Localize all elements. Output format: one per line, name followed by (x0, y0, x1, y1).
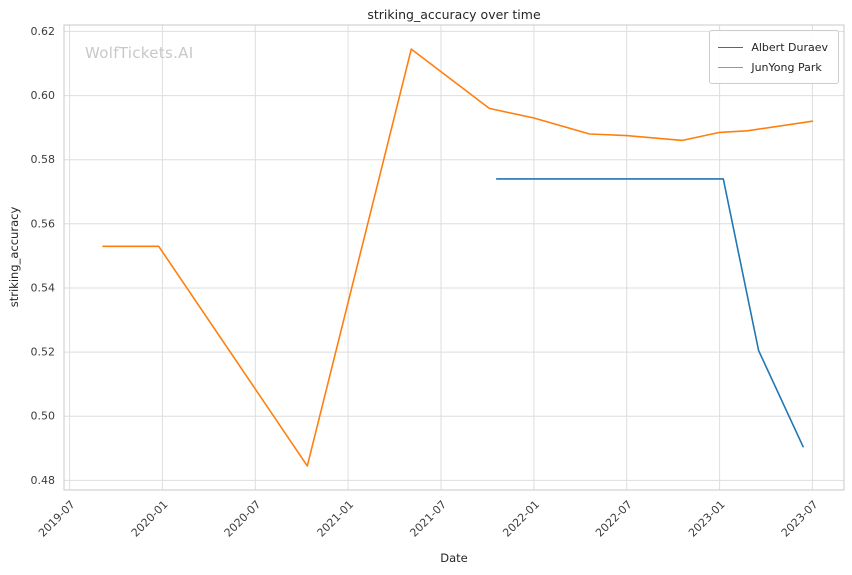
x-tick-label: 2021-07 (407, 498, 449, 540)
legend-label-junyong-park: JunYong Park (751, 60, 822, 74)
legend-line-swatch-blue (718, 46, 744, 48)
y-tick-label: 0.54 (31, 282, 56, 295)
x-axis-label: Date (440, 551, 468, 565)
x-tick-label: 2023-07 (779, 498, 821, 540)
legend-line-swatch-orange (718, 66, 744, 68)
series-line-1 (102, 48, 814, 467)
y-axis-label: striking_accuracy (7, 206, 21, 308)
y-tick-label: 0.56 (31, 217, 56, 230)
y-tick-label: 0.60 (31, 89, 56, 102)
y-tick-label: 0.62 (31, 25, 56, 38)
x-tick-label: 2020-01 (129, 498, 171, 540)
x-tick-label: 2022-07 (593, 498, 635, 540)
plot-border (63, 24, 845, 491)
legend-item-junyong-park: JunYong Park (718, 57, 828, 77)
legend-label-albert-duraev: Albert Duraev (751, 40, 828, 54)
y-tick-label: 0.52 (31, 346, 56, 359)
x-tick-label: 2019-07 (36, 498, 78, 540)
x-tick-label: 2020-07 (222, 498, 264, 540)
series-line-0 (495, 178, 804, 448)
y-tick-label: 0.48 (31, 474, 56, 487)
legend: Albert Duraev JunYong Park (709, 30, 839, 84)
x-tick-label: 2021-01 (315, 498, 357, 540)
legend-item-albert-duraev: Albert Duraev (718, 37, 828, 57)
y-tick-label: 0.50 (31, 410, 56, 423)
chart-title: striking_accuracy over time (367, 7, 541, 22)
watermark: WolfTickets.AI (85, 44, 194, 62)
x-tick-label: 2022-01 (500, 498, 542, 540)
y-tick-label: 0.58 (31, 153, 56, 166)
x-tick-label: 2023-01 (686, 498, 728, 540)
